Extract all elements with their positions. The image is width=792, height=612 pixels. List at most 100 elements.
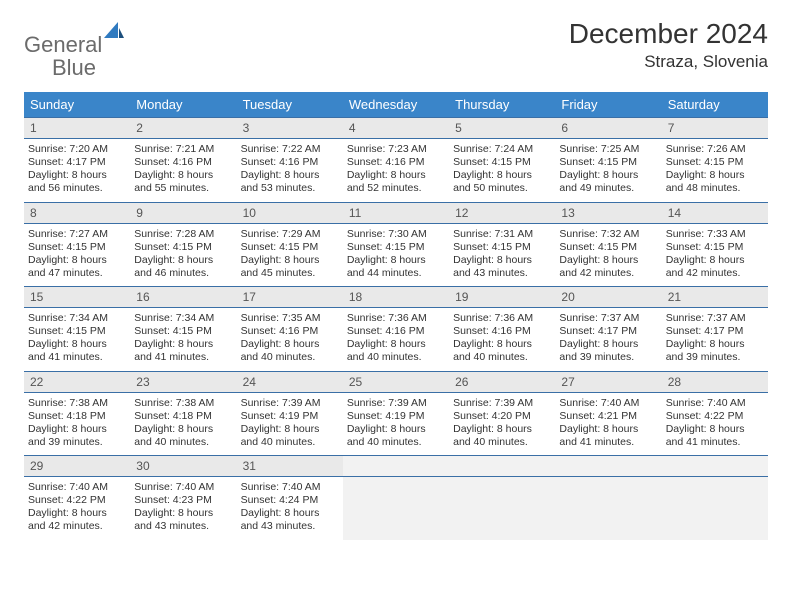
sunrise-line: Sunrise: 7:28 AM — [134, 228, 232, 241]
day-detail-cell: Sunrise: 7:21 AMSunset: 4:16 PMDaylight:… — [130, 139, 236, 203]
weekday-header: Wednesday — [343, 92, 449, 118]
day-number-cell — [449, 456, 555, 477]
day-number-cell: 2 — [130, 118, 236, 139]
day-number-cell: 3 — [237, 118, 343, 139]
day-detail-cell: Sunrise: 7:32 AMSunset: 4:15 PMDaylight:… — [555, 223, 661, 287]
sunrise-line: Sunrise: 7:35 AM — [241, 312, 339, 325]
day-detail-cell: Sunrise: 7:23 AMSunset: 4:16 PMDaylight:… — [343, 139, 449, 203]
day-detail-cell: Sunrise: 7:20 AMSunset: 4:17 PMDaylight:… — [24, 139, 130, 203]
sunset-line: Sunset: 4:15 PM — [241, 241, 339, 254]
sunrise-line: Sunrise: 7:32 AM — [559, 228, 657, 241]
sunset-line: Sunset: 4:16 PM — [134, 156, 232, 169]
day-number-cell: 24 — [237, 371, 343, 392]
day-number-cell: 20 — [555, 287, 661, 308]
day-number-cell: 14 — [662, 202, 768, 223]
day-number-cell — [662, 456, 768, 477]
sunset-line: Sunset: 4:16 PM — [241, 156, 339, 169]
daylight-line: Daylight: 8 hours and 43 minutes. — [241, 507, 339, 533]
day-number-cell: 1 — [24, 118, 130, 139]
sunset-line: Sunset: 4:17 PM — [28, 156, 126, 169]
day-detail-cell: Sunrise: 7:27 AMSunset: 4:15 PMDaylight:… — [24, 223, 130, 287]
daylight-line: Daylight: 8 hours and 41 minutes. — [134, 338, 232, 364]
daylight-line: Daylight: 8 hours and 50 minutes. — [453, 169, 551, 195]
sunset-line: Sunset: 4:16 PM — [453, 325, 551, 338]
sunrise-line: Sunrise: 7:21 AM — [134, 143, 232, 156]
day-number-cell: 19 — [449, 287, 555, 308]
logo-word2: Blue — [52, 55, 96, 80]
day-number-row: 293031 — [24, 456, 768, 477]
sunset-line: Sunset: 4:17 PM — [559, 325, 657, 338]
sunset-line: Sunset: 4:18 PM — [28, 410, 126, 423]
sunrise-line: Sunrise: 7:29 AM — [241, 228, 339, 241]
day-detail-cell — [343, 477, 449, 540]
day-number-cell: 6 — [555, 118, 661, 139]
weekday-header: Friday — [555, 92, 661, 118]
day-detail-row: Sunrise: 7:34 AMSunset: 4:15 PMDaylight:… — [24, 308, 768, 372]
daylight-line: Daylight: 8 hours and 46 minutes. — [134, 254, 232, 280]
daylight-line: Daylight: 8 hours and 49 minutes. — [559, 169, 657, 195]
day-number-cell: 13 — [555, 202, 661, 223]
day-detail-cell: Sunrise: 7:40 AMSunset: 4:23 PMDaylight:… — [130, 477, 236, 540]
day-number-row: 891011121314 — [24, 202, 768, 223]
sunrise-line: Sunrise: 7:33 AM — [666, 228, 764, 241]
daylight-line: Daylight: 8 hours and 39 minutes. — [666, 338, 764, 364]
sunrise-line: Sunrise: 7:40 AM — [559, 397, 657, 410]
calendar-page: General Blue December 2024 Straza, Slove… — [0, 0, 792, 558]
sunrise-line: Sunrise: 7:40 AM — [666, 397, 764, 410]
daylight-line: Daylight: 8 hours and 40 minutes. — [453, 423, 551, 449]
sunrise-line: Sunrise: 7:27 AM — [28, 228, 126, 241]
calendar-body: 1234567Sunrise: 7:20 AMSunset: 4:17 PMDa… — [24, 118, 768, 540]
daylight-line: Daylight: 8 hours and 43 minutes. — [453, 254, 551, 280]
daylight-line: Daylight: 8 hours and 41 minutes. — [559, 423, 657, 449]
daylight-line: Daylight: 8 hours and 43 minutes. — [134, 507, 232, 533]
day-detail-cell: Sunrise: 7:34 AMSunset: 4:15 PMDaylight:… — [130, 308, 236, 372]
sunset-line: Sunset: 4:22 PM — [28, 494, 126, 507]
day-detail-cell: Sunrise: 7:36 AMSunset: 4:16 PMDaylight:… — [343, 308, 449, 372]
sunset-line: Sunset: 4:19 PM — [347, 410, 445, 423]
sunset-line: Sunset: 4:15 PM — [347, 241, 445, 254]
logo: General Blue — [24, 18, 124, 80]
day-detail-cell: Sunrise: 7:39 AMSunset: 4:19 PMDaylight:… — [343, 392, 449, 456]
daylight-line: Daylight: 8 hours and 40 minutes. — [134, 423, 232, 449]
sunrise-line: Sunrise: 7:30 AM — [347, 228, 445, 241]
sunrise-line: Sunrise: 7:23 AM — [347, 143, 445, 156]
weekday-header: Sunday — [24, 92, 130, 118]
sunset-line: Sunset: 4:24 PM — [241, 494, 339, 507]
sunset-line: Sunset: 4:18 PM — [134, 410, 232, 423]
sunrise-line: Sunrise: 7:31 AM — [453, 228, 551, 241]
day-number-cell: 16 — [130, 287, 236, 308]
day-number-cell: 29 — [24, 456, 130, 477]
daylight-line: Daylight: 8 hours and 53 minutes. — [241, 169, 339, 195]
sunrise-line: Sunrise: 7:38 AM — [134, 397, 232, 410]
sunset-line: Sunset: 4:16 PM — [347, 325, 445, 338]
sunset-line: Sunset: 4:15 PM — [134, 241, 232, 254]
day-number-cell: 22 — [24, 371, 130, 392]
sunset-line: Sunset: 4:21 PM — [559, 410, 657, 423]
sunset-line: Sunset: 4:15 PM — [134, 325, 232, 338]
day-detail-cell: Sunrise: 7:26 AMSunset: 4:15 PMDaylight:… — [662, 139, 768, 203]
daylight-line: Daylight: 8 hours and 40 minutes. — [347, 423, 445, 449]
day-detail-cell: Sunrise: 7:40 AMSunset: 4:22 PMDaylight:… — [662, 392, 768, 456]
daylight-line: Daylight: 8 hours and 45 minutes. — [241, 254, 339, 280]
calendar-table: Sunday Monday Tuesday Wednesday Thursday… — [24, 92, 768, 540]
day-detail-cell: Sunrise: 7:37 AMSunset: 4:17 PMDaylight:… — [662, 308, 768, 372]
day-number-cell: 25 — [343, 371, 449, 392]
page-title: December 2024 — [569, 18, 768, 50]
day-number-cell — [555, 456, 661, 477]
sunset-line: Sunset: 4:15 PM — [559, 241, 657, 254]
day-detail-cell: Sunrise: 7:25 AMSunset: 4:15 PMDaylight:… — [555, 139, 661, 203]
day-detail-row: Sunrise: 7:27 AMSunset: 4:15 PMDaylight:… — [24, 223, 768, 287]
day-number-cell: 10 — [237, 202, 343, 223]
sunrise-line: Sunrise: 7:34 AM — [134, 312, 232, 325]
sunset-line: Sunset: 4:15 PM — [666, 241, 764, 254]
day-number-cell: 15 — [24, 287, 130, 308]
day-number-cell: 5 — [449, 118, 555, 139]
day-detail-cell: Sunrise: 7:29 AMSunset: 4:15 PMDaylight:… — [237, 223, 343, 287]
day-detail-cell: Sunrise: 7:33 AMSunset: 4:15 PMDaylight:… — [662, 223, 768, 287]
day-detail-cell: Sunrise: 7:39 AMSunset: 4:20 PMDaylight:… — [449, 392, 555, 456]
sunrise-line: Sunrise: 7:36 AM — [347, 312, 445, 325]
day-number-cell: 11 — [343, 202, 449, 223]
day-number-cell: 12 — [449, 202, 555, 223]
header: General Blue December 2024 Straza, Slove… — [24, 18, 768, 80]
sunset-line: Sunset: 4:23 PM — [134, 494, 232, 507]
